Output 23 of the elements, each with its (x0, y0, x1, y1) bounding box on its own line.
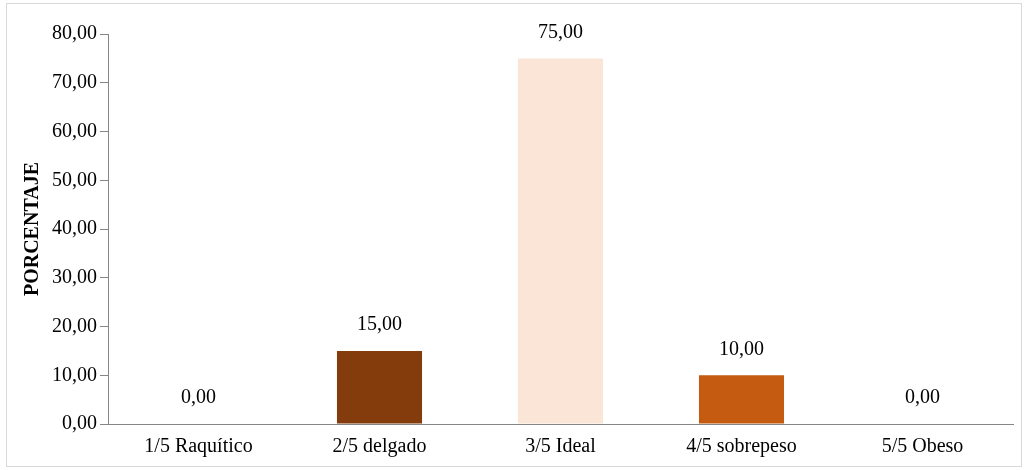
data-label: 10,00 (719, 336, 764, 359)
y-tick-label: 80,00 (52, 21, 97, 44)
x-tick-label: 3/5 Ideal (525, 434, 597, 457)
x-tick-label: 1/5 Raquítico (144, 434, 253, 458)
x-tick-label: 2/5 delgado (332, 434, 427, 458)
x-tick-label: 5/5 Obeso (881, 434, 964, 457)
data-label: 15,00 (357, 312, 402, 335)
y-tick-label: 0,00 (62, 411, 97, 434)
data-label: 0,00 (181, 385, 216, 408)
y-tick-label: 60,00 (52, 118, 97, 141)
y-tick-label: 70,00 (52, 70, 97, 92)
bar (698, 375, 785, 424)
y-tick-label: 50,00 (52, 167, 97, 190)
bar (517, 58, 604, 424)
y-tick-label: 20,00 (52, 313, 97, 336)
bar (336, 350, 423, 424)
x-tick-label: 4/5 sobrepeso (686, 434, 797, 458)
y-tick-label: 40,00 (52, 216, 97, 239)
y-axis-title: PORCENTAJE (20, 161, 43, 297)
data-label: 75,00 (538, 19, 583, 42)
y-tick-label: 30,00 (52, 265, 97, 287)
data-label: 0,00 (905, 385, 940, 408)
y-tick-label: 10,00 (52, 362, 97, 385)
